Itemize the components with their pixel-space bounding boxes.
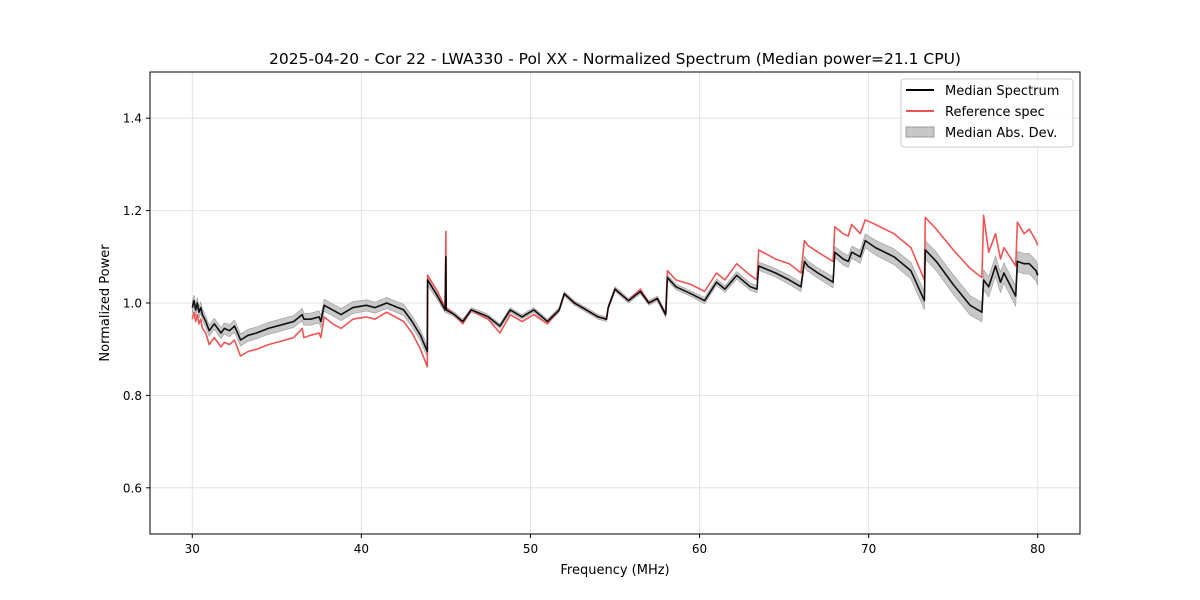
legend: Median Spectrum Reference spec Median Ab…: [900, 78, 1074, 148]
y-tick-label: 1.4: [123, 112, 142, 126]
chart-title: 2025-04-20 - Cor 22 - LWA330 - Pol XX - …: [269, 50, 961, 68]
y-axis-label: Normalized Power: [98, 244, 113, 362]
x-tick-label: 50: [523, 542, 538, 556]
x-tick-label: 40: [354, 542, 369, 556]
legend-label-mad: Median Abs. Dev.: [945, 126, 1057, 141]
axis-ticks: 30 40 50 60 70 80 0.6 0.8 1.0 1.2 1.4: [123, 112, 1045, 556]
y-tick-label: 1.0: [123, 297, 142, 311]
legend-box: [900, 78, 1074, 148]
median-spectrum-line: [191, 239, 1039, 353]
x-tick-label: 30: [185, 542, 200, 556]
y-tick-label: 1.2: [123, 204, 142, 218]
legend-label-median: Median Spectrum: [945, 84, 1059, 99]
y-tick-label: 0.6: [123, 481, 142, 495]
x-tick-label: 80: [1030, 542, 1045, 556]
x-tick-label: 60: [692, 542, 707, 556]
y-tick-label: 0.8: [123, 389, 142, 403]
legend-label-reference: Reference spec: [945, 105, 1045, 120]
legend-swatch-mad: [905, 126, 935, 138]
x-tick-label: 70: [861, 542, 876, 556]
data-layer: [191, 214, 1039, 368]
x-axis-label: Frequency (MHz): [560, 563, 669, 578]
